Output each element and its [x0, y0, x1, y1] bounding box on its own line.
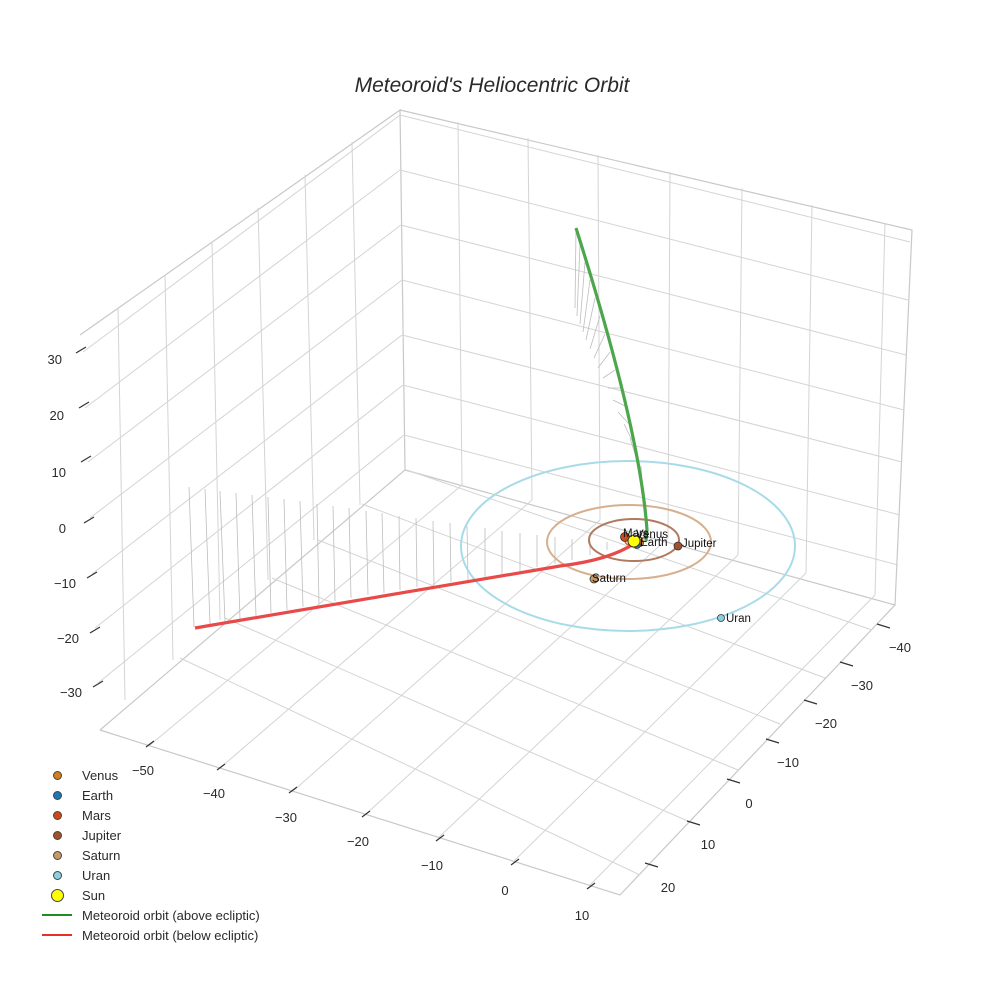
- x-tick-label: −20: [347, 834, 369, 849]
- mars-label: Mars: [623, 528, 649, 540]
- legend-item-earth[interactable]: Earth: [40, 785, 260, 805]
- jupiter-marker-icon: [52, 830, 62, 840]
- above-ecliptic-drop-lines: [574, 228, 644, 497]
- uran-orbit: [460, 460, 796, 632]
- legend-item-sun[interactable]: Sun: [40, 885, 260, 905]
- x-tick-label: −50: [132, 763, 154, 778]
- sun-marker[interactable]: [627, 534, 641, 548]
- z-tick-label: 20: [50, 408, 64, 423]
- y-tick-label: −30: [851, 678, 873, 693]
- uran-marker[interactable]: [717, 614, 725, 622]
- y-tick-label: 20: [661, 880, 675, 895]
- saturn-marker[interactable]: [589, 574, 599, 584]
- back-left-wall-grid: [79, 108, 406, 731]
- y-tick-label: −40: [889, 640, 911, 655]
- z-tick-label: −10: [54, 576, 76, 591]
- legend-item-jupiter[interactable]: Jupiter: [40, 825, 260, 845]
- legend-label: Sun: [82, 887, 106, 903]
- legend-label: Meteoroid orbit (above ecliptic): [82, 907, 260, 923]
- venus-marker-icon: [52, 770, 62, 780]
- x-tick-label: 10: [575, 908, 589, 923]
- legend-label: Meteoroid orbit (below ecliptic): [82, 927, 259, 943]
- jupiter-marker[interactable]: [673, 541, 683, 551]
- meteoroid-orbit-below-ecliptic[interactable]: [194, 541, 636, 630]
- saturn-orbit: [546, 504, 712, 580]
- x-tick-label: −30: [275, 810, 297, 825]
- legend-item-uran[interactable]: Uran: [40, 865, 260, 885]
- x-tick-label: −10: [421, 858, 443, 873]
- jupiter-label: Jupiter: [682, 538, 717, 550]
- x-tick-label: 0: [501, 883, 508, 898]
- red-line-icon: [42, 934, 72, 936]
- legend-item-meteoroid-below[interactable]: Meteoroid orbit (below ecliptic): [40, 925, 260, 945]
- y-tick-label: −10: [777, 755, 799, 770]
- legend-item-meteoroid-above[interactable]: Meteoroid orbit (above ecliptic): [40, 905, 260, 925]
- legend-item-saturn[interactable]: Saturn: [40, 845, 260, 865]
- green-line-icon: [42, 914, 72, 916]
- z-axis: 30 20 10 0 −10 −20 −30: [48, 346, 104, 700]
- jupiter-orbit: [588, 518, 680, 562]
- uran-marker-icon: [52, 870, 62, 880]
- uran-label: Uran: [726, 613, 751, 625]
- venus-label: Venus: [636, 529, 668, 541]
- legend-item-mars[interactable]: Mars: [40, 805, 260, 825]
- earth-marker-icon: [52, 790, 62, 800]
- legend-label: Earth: [82, 787, 114, 803]
- x-axis: −50 −40 −30 −20 −10 0 10: [132, 740, 596, 923]
- y-tick-label: −20: [815, 716, 837, 731]
- legend: Venus Earth Mars Jupiter Saturn Uran Sun…: [40, 765, 260, 945]
- mars-marker-icon: [52, 810, 62, 820]
- saturn-label: Saturn: [592, 573, 626, 585]
- legend-item-venus[interactable]: Venus: [40, 765, 260, 785]
- floor-grid: [99, 469, 896, 896]
- legend-label: Uran: [82, 867, 111, 883]
- legend-label: Jupiter: [82, 827, 122, 843]
- z-tick-label: 30: [48, 352, 62, 367]
- back-right-wall-grid: [399, 109, 913, 606]
- chart-title: Meteoroid's Heliocentric Orbit: [354, 74, 630, 97]
- z-tick-label: 10: [52, 465, 66, 480]
- y-axis: −40 −30 −20 −10 0 10 20: [644, 623, 911, 895]
- z-tick-label: −20: [57, 631, 79, 646]
- earth-label: Earth: [640, 537, 668, 549]
- legend-label: Saturn: [82, 847, 121, 863]
- y-tick-label: 10: [701, 837, 715, 852]
- meteoroid-orbit-above-ecliptic[interactable]: [574, 227, 649, 542]
- z-tick-label: 0: [59, 521, 66, 536]
- sun-marker-icon: [50, 888, 64, 902]
- legend-label: Venus: [82, 767, 119, 783]
- y-tick-label: 0: [745, 796, 752, 811]
- z-tick-label: −30: [60, 685, 82, 700]
- x-tick-label: −40: [203, 786, 225, 801]
- saturn-marker-icon: [52, 850, 62, 860]
- legend-label: Mars: [82, 807, 111, 823]
